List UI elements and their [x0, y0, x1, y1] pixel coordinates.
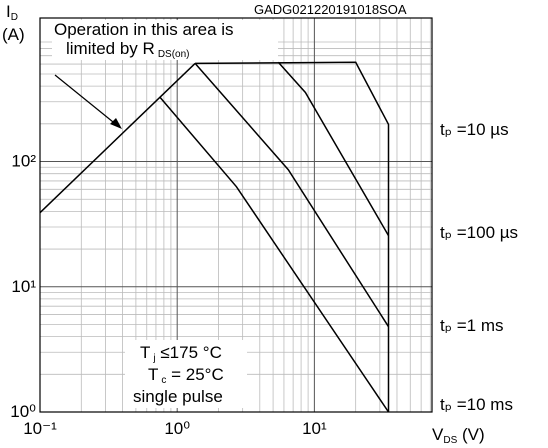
y-label-base: I [6, 2, 11, 21]
cond-base: T [140, 343, 150, 362]
y-tick-label: 10⁰ [10, 402, 36, 421]
arrow [54, 74, 119, 127]
annotation-base: limited by R [66, 39, 155, 58]
annotation: limited by R DS(on) [66, 39, 190, 60]
code: GADG021220191018SOA [254, 2, 407, 17]
x-label-base: V [432, 425, 444, 444]
cond-rest: = 25°C [166, 365, 223, 384]
y-tick-label: 10¹ [11, 277, 36, 296]
plot-frame [39, 17, 433, 413]
series-line [195, 61, 390, 412]
x-label-sub: DS [443, 435, 457, 446]
y-label-sub: D [11, 12, 18, 23]
series-label: tₚ =10 ms [440, 395, 513, 414]
series-label: tₚ =10 µs [440, 120, 509, 139]
annotation-sub: DS(on) [158, 49, 190, 60]
series-line [39, 62, 196, 214]
annotation: Operation in this area is [54, 20, 234, 39]
annotation-box [52, 20, 278, 60]
series-line [277, 61, 390, 236]
cond-sub: c [161, 375, 166, 386]
x-axis-label: VDS (V) [432, 425, 485, 446]
x-tick-label: 10¹ [302, 419, 327, 438]
arrow-head [110, 118, 122, 129]
condition: single pulse [133, 387, 223, 406]
series-line [159, 96, 390, 413]
y-tick-label: 10² [11, 152, 36, 171]
series-label: tₚ =1 ms [440, 316, 504, 335]
condition-box [125, 340, 247, 408]
cond-sub: j [152, 353, 155, 364]
series-label: tₚ =100 µs [440, 223, 518, 242]
cond-base: T [148, 365, 158, 384]
y-axis-unit: (A) [2, 25, 25, 44]
y-axis-label: ID [6, 2, 18, 23]
series-line [194, 62, 390, 328]
x-tick-label: 10⁰ [164, 419, 190, 438]
x-tick-label: 10⁻¹ [23, 419, 57, 438]
cond-rest: ≤175 °C [156, 343, 222, 362]
x-label-rest: (V) [457, 425, 484, 444]
